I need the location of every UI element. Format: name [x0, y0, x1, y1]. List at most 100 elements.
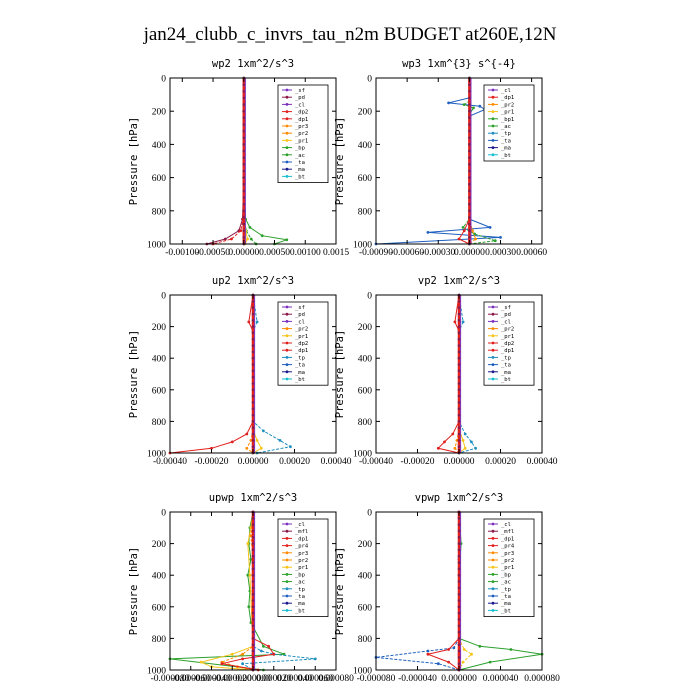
- budget-point: [457, 554, 461, 558]
- budget-point: [251, 388, 255, 392]
- legend-entry: _pr1: [501, 334, 514, 340]
- panel-title: upwp 1xm^2/s^3: [209, 492, 298, 504]
- budget-point: [468, 96, 471, 100]
- series-point: [471, 229, 474, 233]
- series-point: [246, 573, 250, 577]
- budget-point: [251, 420, 255, 423]
- y-tick-label: 600: [152, 603, 167, 613]
- series-point: [461, 439, 465, 442]
- legend-marker: [491, 580, 495, 583]
- series-point: [426, 649, 430, 653]
- series-point: [488, 226, 492, 229]
- legend-marker: [285, 377, 289, 381]
- legend-entry: _ta: [501, 594, 511, 600]
- budget-point: [251, 643, 255, 646]
- budget-point: [242, 123, 246, 126]
- legend-marker: [285, 327, 289, 330]
- y-tick-label: 0: [161, 509, 166, 519]
- legend-marker: [491, 587, 495, 591]
- legend-marker: [491, 88, 495, 92]
- x-tick-label: -0.00100: [165, 248, 199, 258]
- budget-point: [251, 523, 255, 526]
- budget-point: [457, 445, 461, 449]
- legend-entry: _bp: [295, 146, 305, 152]
- budget-point: [457, 517, 461, 520]
- legend-entry: _ma: [295, 601, 305, 607]
- budget-point: [251, 592, 255, 596]
- y-tick-label: 600: [358, 174, 373, 184]
- series-point: [230, 652, 234, 656]
- legend-marker: [491, 131, 495, 135]
- budget-point: [251, 426, 255, 430]
- legend-marker: [491, 594, 495, 598]
- budget-point: [468, 163, 471, 166]
- budget-point: [468, 103, 471, 106]
- budget-point: [242, 182, 246, 186]
- y-tick-label: 400: [152, 141, 167, 151]
- legend-entry: _pr1: [295, 334, 308, 340]
- legend-marker: [285, 522, 289, 526]
- y-tick-label: 800: [358, 635, 373, 645]
- legend-entry: _ma: [295, 167, 305, 173]
- series-point: [220, 662, 224, 666]
- legend-marker: [491, 95, 495, 99]
- legend-marker: [491, 537, 495, 540]
- budget-point: [251, 344, 255, 347]
- y-tick-label: 0: [367, 509, 372, 519]
- legend-marker: [285, 370, 289, 374]
- legend-entry: _bt: [295, 377, 305, 383]
- x-tick-label: -0.000040: [192, 674, 231, 684]
- plot-frame: [169, 77, 337, 245]
- budget-point: [242, 149, 246, 153]
- series-point: [241, 657, 245, 661]
- legend-marker: [285, 348, 289, 352]
- series-point: [199, 660, 203, 664]
- y-tick-label: 800: [152, 635, 167, 645]
- series-point: [249, 237, 253, 241]
- budget-point: [251, 306, 255, 309]
- series-point: [462, 229, 466, 233]
- budget-point: [251, 561, 255, 564]
- y-tick-label: 1000: [353, 667, 372, 677]
- legend-marker: [491, 341, 495, 345]
- legend-marker: [491, 609, 495, 612]
- budget-point: [468, 136, 471, 140]
- y-tick-label: 400: [152, 355, 167, 365]
- budget-point: [468, 156, 471, 159]
- budget-point: [242, 176, 246, 179]
- budget-point: [457, 420, 461, 423]
- budget-point: [251, 567, 255, 571]
- legend-entry: _pr1: [501, 110, 514, 116]
- budget-point: [251, 548, 255, 552]
- x-tick-label: 0.000000: [235, 674, 271, 684]
- series-point: [436, 446, 440, 450]
- budget-point: [457, 369, 461, 373]
- legend-marker: [491, 522, 495, 526]
- series-point: [313, 657, 317, 661]
- legend-entry: _pr3: [501, 551, 514, 557]
- legend-marker: [285, 573, 289, 576]
- budget-point: [242, 216, 246, 219]
- series-point: [248, 573, 252, 577]
- legend-marker: [285, 544, 289, 547]
- x-tick-label: -0.00020: [400, 457, 434, 467]
- series-point: [255, 320, 259, 324]
- budget-point: [251, 413, 255, 417]
- legend-marker: [285, 117, 289, 121]
- series-point: [248, 226, 252, 229]
- legend-entry: _ma: [501, 601, 511, 607]
- x-tick-label: 0.00020: [485, 457, 516, 467]
- legend-marker: [491, 327, 495, 330]
- budget-point: [457, 542, 461, 545]
- budget-point: [457, 561, 461, 564]
- series-point: [474, 237, 477, 241]
- legend-marker: [491, 565, 495, 569]
- legend-marker: [491, 305, 495, 309]
- budget-point: [457, 413, 461, 417]
- series-line: [437, 294, 460, 454]
- legend-marker: [491, 146, 495, 150]
- budget-point: [251, 337, 255, 341]
- legend-entry: _mfl: [501, 529, 514, 535]
- budget-point: [468, 182, 471, 186]
- legend-marker: [285, 312, 289, 316]
